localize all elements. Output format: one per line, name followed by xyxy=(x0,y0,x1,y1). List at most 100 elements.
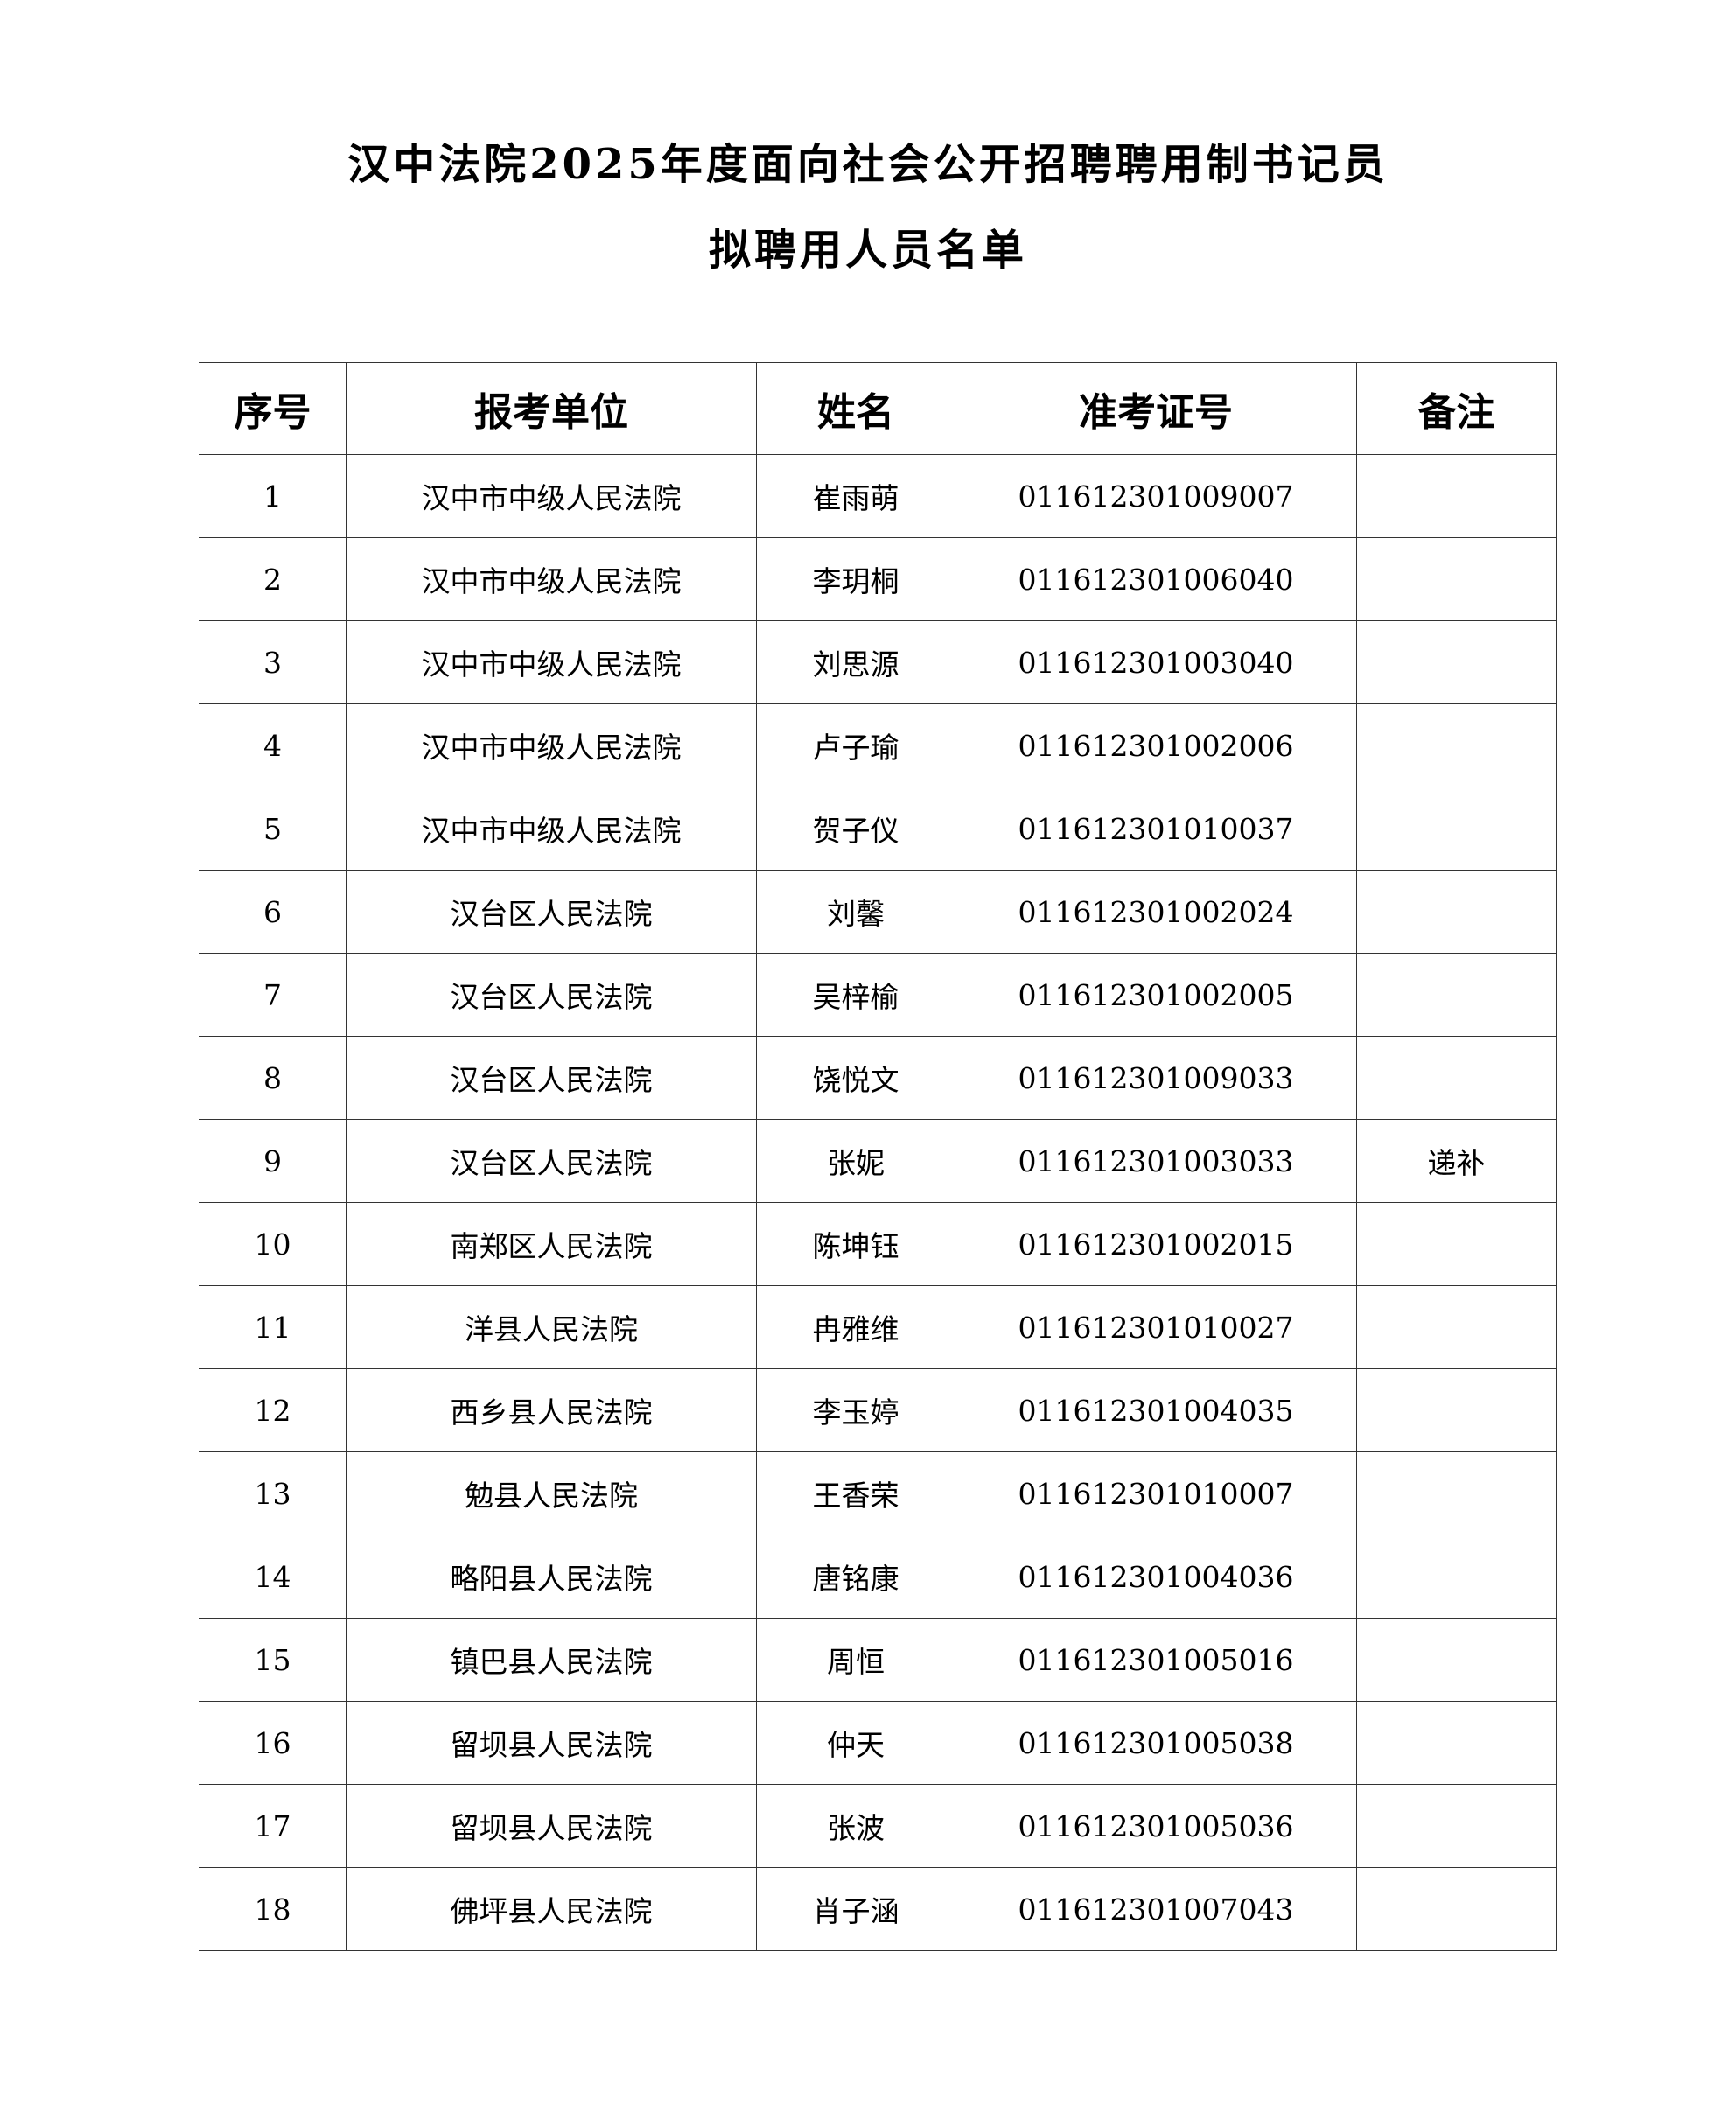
cell-index: 5 xyxy=(199,787,346,871)
table-header-row: 序号 报考单位 姓名 准考证号 备注 xyxy=(199,362,1557,455)
cell-unit: 汉台区人民法院 xyxy=(346,1119,757,1203)
table-row: 10 南郑区人民法院 陈坤钰 011612301002015 xyxy=(199,1202,1557,1286)
cell-index: 13 xyxy=(199,1451,346,1535)
table-row: 13 勉县人民法院 王香荣 011612301010007 xyxy=(199,1451,1557,1535)
cell-exam-id: 011612301002006 xyxy=(955,703,1357,787)
cell-exam-id: 011612301005038 xyxy=(955,1701,1357,1785)
table-row: 18 佛坪县人民法院 肖子涵 011612301007043 xyxy=(199,1867,1557,1951)
cell-remark: 递补 xyxy=(1356,1119,1557,1203)
cell-remark xyxy=(1356,1701,1557,1785)
header-name: 姓名 xyxy=(756,362,956,455)
cell-remark xyxy=(1356,1784,1557,1868)
cell-exam-id: 011612301010027 xyxy=(955,1285,1357,1369)
table-row: 1 汉中市中级人民法院 崔雨萌 011612301009007 xyxy=(199,454,1557,538)
cell-index: 17 xyxy=(199,1784,346,1868)
cell-name: 王香荣 xyxy=(756,1451,956,1535)
cell-name: 崔雨萌 xyxy=(756,454,956,538)
cell-unit: 洋县人民法院 xyxy=(346,1285,757,1369)
cell-name: 陈坤钰 xyxy=(756,1202,956,1286)
cell-remark xyxy=(1356,1036,1557,1120)
table-row: 9 汉台区人民法院 张妮 011612301003033 递补 xyxy=(199,1119,1557,1203)
cell-name: 卢子瑜 xyxy=(756,703,956,787)
table-row: 3 汉中市中级人民法院 刘思源 011612301003040 xyxy=(199,620,1557,704)
cell-name: 张波 xyxy=(756,1784,956,1868)
cell-unit: 汉台区人民法院 xyxy=(346,870,757,954)
cell-name: 饶悦文 xyxy=(756,1036,956,1120)
cell-remark xyxy=(1356,1368,1557,1452)
cell-name: 李玉婷 xyxy=(756,1368,956,1452)
table-row: 8 汉台区人民法院 饶悦文 011612301009033 xyxy=(199,1036,1557,1120)
cell-exam-id: 011612301002015 xyxy=(955,1202,1357,1286)
header-index: 序号 xyxy=(199,362,346,455)
cell-exam-id: 011612301002024 xyxy=(955,870,1357,954)
cell-exam-id: 011612301005036 xyxy=(955,1784,1357,1868)
cell-remark xyxy=(1356,537,1557,621)
cell-index: 4 xyxy=(199,703,346,787)
cell-index: 16 xyxy=(199,1701,346,1785)
cell-unit: 勉县人民法院 xyxy=(346,1451,757,1535)
cell-index: 18 xyxy=(199,1867,346,1951)
table-row: 6 汉台区人民法院 刘馨 011612301002024 xyxy=(199,870,1557,954)
cell-unit: 汉中市中级人民法院 xyxy=(346,537,757,621)
cell-remark xyxy=(1356,787,1557,871)
cell-exam-id: 011612301005016 xyxy=(955,1618,1357,1702)
cell-unit: 留坝县人民法院 xyxy=(346,1701,757,1785)
cell-exam-id: 011612301007043 xyxy=(955,1867,1357,1951)
table-row: 4 汉中市中级人民法院 卢子瑜 011612301002006 xyxy=(199,703,1557,787)
table-row: 15 镇巴县人民法院 周恒 011612301005016 xyxy=(199,1618,1557,1702)
cell-unit: 西乡县人民法院 xyxy=(346,1368,757,1452)
cell-remark xyxy=(1356,1535,1557,1619)
cell-unit: 汉台区人民法院 xyxy=(346,953,757,1037)
cell-exam-id: 011612301002005 xyxy=(955,953,1357,1037)
table-row: 12 西乡县人民法院 李玉婷 011612301004035 xyxy=(199,1368,1557,1452)
candidate-table: 序号 报考单位 姓名 准考证号 备注 1 汉中市中级人民法院 崔雨萌 01161230… xyxy=(199,362,1557,1951)
cell-exam-id: 011612301004036 xyxy=(955,1535,1357,1619)
cell-unit: 汉中市中级人民法院 xyxy=(346,620,757,704)
cell-index: 10 xyxy=(199,1202,346,1286)
table-row: 17 留坝县人民法院 张波 011612301005036 xyxy=(199,1784,1557,1868)
cell-remark xyxy=(1356,870,1557,954)
cell-name: 刘馨 xyxy=(756,870,956,954)
cell-exam-id: 011612301010007 xyxy=(955,1451,1357,1535)
cell-exam-id: 011612301003033 xyxy=(955,1119,1357,1203)
cell-remark xyxy=(1356,1451,1557,1535)
cell-remark xyxy=(1356,953,1557,1037)
cell-remark xyxy=(1356,454,1557,538)
cell-index: 12 xyxy=(199,1368,346,1452)
cell-name: 刘思源 xyxy=(756,620,956,704)
table-row: 2 汉中市中级人民法院 李玥桐 011612301006040 xyxy=(199,537,1557,621)
cell-name: 吴梓榆 xyxy=(756,953,956,1037)
cell-unit: 佛坪县人民法院 xyxy=(346,1867,757,1951)
cell-unit: 汉中市中级人民法院 xyxy=(346,787,757,871)
cell-unit: 镇巴县人民法院 xyxy=(346,1618,757,1702)
cell-unit: 留坝县人民法院 xyxy=(346,1784,757,1868)
cell-name: 冉雅维 xyxy=(756,1285,956,1369)
cell-exam-id: 011612301009007 xyxy=(955,454,1357,538)
cell-index: 3 xyxy=(199,620,346,704)
cell-name: 张妮 xyxy=(756,1119,956,1203)
table-row: 16 留坝县人民法院 仲天 011612301005038 xyxy=(199,1701,1557,1785)
cell-index: 8 xyxy=(199,1036,346,1120)
cell-exam-id: 011612301010037 xyxy=(955,787,1357,871)
cell-unit: 略阳县人民法院 xyxy=(346,1535,757,1619)
cell-name: 李玥桐 xyxy=(756,537,956,621)
cell-index: 14 xyxy=(199,1535,346,1619)
cell-name: 唐铭康 xyxy=(756,1535,956,1619)
cell-exam-id: 011612301009033 xyxy=(955,1036,1357,1120)
cell-index: 1 xyxy=(199,454,346,538)
cell-index: 15 xyxy=(199,1618,346,1702)
cell-unit: 汉台区人民法院 xyxy=(346,1036,757,1120)
cell-remark xyxy=(1356,1618,1557,1702)
cell-index: 7 xyxy=(199,953,346,1037)
table-row: 14 略阳县人民法院 唐铭康 011612301004036 xyxy=(199,1535,1557,1619)
cell-unit: 汉中市中级人民法院 xyxy=(346,454,757,538)
header-unit: 报考单位 xyxy=(346,362,757,455)
cell-remark xyxy=(1356,620,1557,704)
cell-index: 2 xyxy=(199,537,346,621)
cell-name: 周恒 xyxy=(756,1618,956,1702)
cell-remark xyxy=(1356,703,1557,787)
cell-unit: 南郑区人民法院 xyxy=(346,1202,757,1286)
cell-exam-id: 011612301006040 xyxy=(955,537,1357,621)
cell-name: 肖子涵 xyxy=(756,1867,956,1951)
header-remark: 备注 xyxy=(1356,362,1557,455)
